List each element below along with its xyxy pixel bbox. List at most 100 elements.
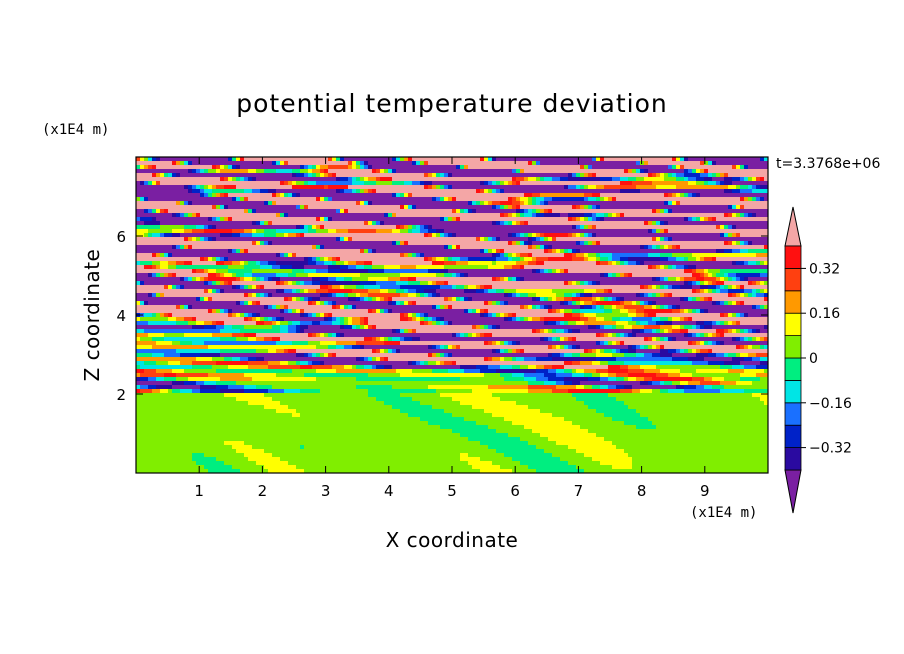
contour-cell — [692, 309, 697, 314]
contour-cell — [276, 193, 281, 198]
colorbar-segment — [784, 290, 802, 314]
contour-cell — [672, 237, 768, 242]
contour-cell — [200, 193, 205, 198]
contour-cell — [676, 193, 681, 198]
contour-cell — [616, 273, 621, 278]
contour-cell — [336, 261, 345, 266]
contour-cell — [516, 357, 525, 362]
contour-cell — [460, 453, 469, 458]
contour-cell — [232, 261, 241, 266]
contour-cell — [760, 177, 765, 182]
contour-cell — [748, 177, 753, 182]
contour-cell — [648, 253, 661, 258]
contour-cell — [592, 373, 601, 378]
contour-cell — [152, 337, 165, 342]
contour-cell — [488, 325, 493, 330]
contour-cell — [648, 229, 653, 234]
contour-cell — [632, 457, 768, 462]
contour-cell — [248, 313, 253, 318]
contour-cell — [632, 385, 677, 390]
contour-cell — [136, 405, 265, 410]
contour-cell — [704, 385, 713, 390]
contour-cell — [572, 353, 581, 358]
contour-cell — [500, 277, 505, 282]
contour-cell — [700, 349, 709, 354]
contour-cell — [400, 373, 485, 378]
contour-cell — [620, 341, 625, 346]
contour-cell — [400, 285, 441, 290]
contour-cell — [384, 401, 421, 406]
contour-cell — [268, 365, 301, 370]
contour-cell — [760, 337, 765, 342]
contour-cell — [596, 289, 605, 294]
contour-cell — [724, 281, 749, 286]
contour-cell — [680, 201, 768, 206]
contour-cell — [224, 193, 229, 198]
contour-cell — [488, 189, 493, 194]
contour-cell — [764, 261, 768, 266]
contour-cell — [460, 257, 469, 262]
contour-cell — [328, 277, 337, 282]
contour-cell — [508, 205, 513, 210]
contour-cell — [308, 261, 317, 266]
contour-cell — [400, 205, 405, 210]
contour-cell — [136, 165, 141, 170]
contour-cell — [744, 213, 749, 218]
contour-cell — [440, 185, 445, 190]
contour-cell — [372, 165, 457, 170]
contour-cell — [424, 317, 429, 322]
contour-cell — [580, 205, 585, 210]
contour-cell — [484, 325, 489, 330]
contour-cell — [760, 261, 765, 266]
contour-cell — [336, 293, 345, 298]
contour-cell — [528, 405, 589, 410]
contour-cell — [364, 201, 369, 206]
contour-cell — [528, 177, 537, 182]
contour-cell — [392, 297, 445, 302]
contour-cell — [636, 349, 661, 354]
contour-cell — [348, 265, 357, 270]
contour-cell — [428, 173, 433, 178]
contour-cell — [344, 325, 353, 330]
contour-cell — [552, 365, 565, 370]
contour-cell — [368, 221, 373, 226]
contour-cell — [628, 349, 637, 354]
contour-cell — [580, 297, 593, 302]
contour-cell — [136, 209, 145, 214]
contour-cell — [220, 233, 233, 238]
contour-cell — [388, 301, 393, 306]
contour-cell — [264, 449, 497, 454]
contour-cell — [308, 361, 313, 366]
contour-cell — [676, 165, 681, 170]
contour-cell — [688, 177, 697, 182]
contour-cell — [668, 349, 677, 354]
contour-cell — [300, 165, 305, 170]
contour-cell — [380, 221, 385, 226]
contour-cell — [316, 301, 321, 306]
contour-cell — [532, 213, 537, 218]
contour-cell — [288, 253, 293, 258]
contour-cell — [136, 169, 189, 174]
contour-cell — [460, 433, 509, 438]
contour-cell — [316, 257, 321, 262]
contour-cell — [672, 157, 677, 162]
contour-cell — [440, 305, 445, 310]
contour-cell — [480, 369, 497, 374]
contour-cell — [160, 157, 229, 162]
contour-cell — [476, 209, 517, 214]
contour-cell — [140, 217, 153, 222]
contour-cell — [192, 325, 205, 330]
contour-cell — [552, 337, 557, 342]
contour-cell — [216, 281, 221, 286]
contour-cell — [740, 321, 768, 326]
contour-cell — [464, 309, 469, 314]
contour-cell — [580, 353, 597, 358]
contour-cell — [572, 345, 577, 350]
contour-cell — [340, 189, 345, 194]
contour-cell — [320, 169, 325, 174]
contour-cell — [424, 225, 429, 230]
contour-cell — [180, 173, 293, 178]
contour-cell — [212, 193, 217, 198]
contour-cell — [228, 249, 233, 254]
contour-cell — [176, 173, 181, 178]
